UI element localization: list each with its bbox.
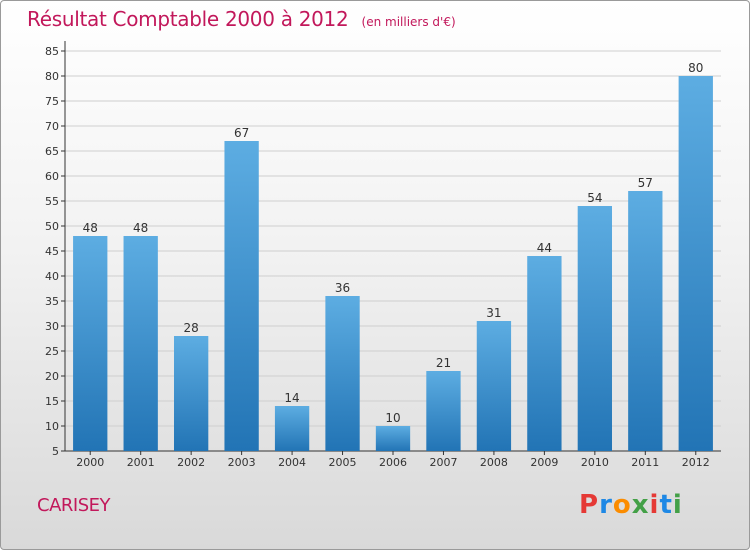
bar-value-label: 44	[537, 241, 552, 255]
proxiti-logo: Proxiti	[579, 490, 683, 520]
y-tick-label: 15	[45, 395, 59, 408]
y-tick-label: 85	[45, 45, 59, 58]
x-tick-label: 2004	[278, 456, 306, 469]
x-tick-label: 2005	[329, 456, 357, 469]
y-tick-label: 80	[45, 70, 59, 83]
y-tick-label: 60	[45, 170, 59, 183]
logo-letter: x	[631, 490, 650, 520]
bar-value-label: 67	[234, 126, 249, 140]
bar	[628, 191, 663, 451]
bar	[375, 426, 411, 451]
y-tick-label: 75	[45, 95, 59, 108]
title-row: Résultat Comptable 2000 à 2012 (en milli…	[27, 7, 456, 31]
x-tick-label: 2003	[228, 456, 256, 469]
chart-title: Résultat Comptable 2000 à 2012	[27, 7, 349, 31]
bar	[325, 296, 360, 451]
bar-value-label: 10	[385, 411, 400, 425]
logo-letter: i	[672, 490, 683, 520]
y-tick-label: 45	[45, 245, 59, 258]
bar-value-label: 28	[184, 321, 199, 335]
x-tick-label: 2009	[530, 456, 558, 469]
bar-value-label: 80	[688, 61, 703, 75]
x-tick-label: 2002	[177, 456, 205, 469]
commune-name: CARISEY	[37, 495, 111, 516]
bar	[73, 236, 108, 451]
logo-letter: r	[599, 490, 613, 520]
bar-value-label: 57	[638, 176, 653, 190]
x-tick-label: 2001	[127, 456, 155, 469]
y-tick-label: 30	[45, 320, 59, 333]
bar	[476, 321, 512, 451]
bar	[426, 371, 461, 451]
bar-value-label: 21	[436, 356, 451, 370]
logo-letter: o	[612, 490, 632, 520]
y-tick-label: 40	[45, 270, 59, 283]
logo-letter: t	[659, 490, 673, 520]
y-tick-label: 35	[45, 295, 59, 308]
x-tick-label: 2011	[631, 456, 659, 469]
bar	[678, 76, 713, 451]
x-tick-label: 2007	[429, 456, 457, 469]
bar	[577, 206, 613, 451]
y-tick-label: 20	[45, 370, 59, 383]
x-tick-label: 2000	[76, 456, 104, 469]
bar-value-label: 31	[486, 306, 501, 320]
bar	[224, 141, 259, 451]
bar	[173, 336, 209, 451]
logo-letter: i	[649, 490, 660, 520]
bar	[274, 406, 310, 451]
bar	[527, 256, 562, 451]
logo-letter: P	[579, 490, 600, 520]
y-tick-label: 5	[52, 445, 59, 458]
y-tick-label: 25	[45, 345, 59, 358]
x-tick-label: 2008	[480, 456, 508, 469]
y-tick-label: 50	[45, 220, 59, 233]
x-tick-label: 2010	[581, 456, 609, 469]
y-tick-label: 70	[45, 120, 59, 133]
x-tick-label: 2012	[682, 456, 710, 469]
bar-value-label: 48	[83, 221, 98, 235]
bar-value-label: 14	[284, 391, 299, 405]
bar-value-label: 36	[335, 281, 350, 295]
bar-value-label: 48	[133, 221, 148, 235]
y-tick-label: 10	[45, 420, 59, 433]
bar	[123, 236, 158, 451]
bar-value-label: 54	[587, 191, 602, 205]
chart-subtitle: (en milliers d'€)	[361, 15, 456, 29]
x-tick-label: 2006	[379, 456, 407, 469]
y-tick-label: 55	[45, 195, 59, 208]
y-tick-label: 65	[45, 145, 59, 158]
